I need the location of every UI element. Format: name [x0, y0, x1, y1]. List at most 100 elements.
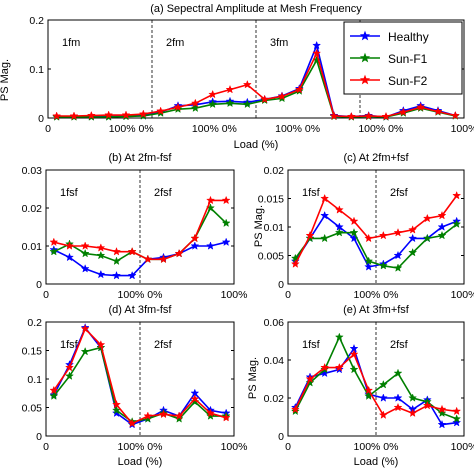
data-point: [80, 248, 90, 258]
panel-a: (a) Sepectral Amplitude at Mesh Frequenc…: [0, 3, 474, 151]
data-point: [364, 262, 374, 271]
x-tick-label: 100% 0%: [118, 289, 163, 301]
data-point: [349, 227, 359, 237]
data-point: [408, 408, 418, 418]
series-line: [294, 214, 457, 268]
y-tick-label: 0.02: [264, 165, 285, 177]
data-point: [96, 340, 106, 349]
y-tick-label: 0.06: [264, 317, 285, 329]
data-point: [104, 110, 114, 119]
data-point: [173, 102, 183, 112]
data-point: [349, 349, 359, 359]
series-sun-f2: [290, 190, 462, 268]
data-point: [206, 241, 215, 250]
panel-e: (e) At 3fm+fsf 1fsf 2fsf 0 0.02 0.04 0.06 0 100%…: [247, 304, 474, 468]
data-point: [127, 270, 137, 280]
data-point: [364, 256, 374, 266]
data-point: [190, 394, 200, 403]
panel-title: (b) At 2fm-fsf: [109, 152, 173, 164]
data-point: [378, 410, 388, 419]
data-point: [225, 84, 235, 94]
data-point: [329, 111, 339, 120]
y-tick-label: 0.2: [29, 15, 44, 27]
section-label: 2fm: [166, 37, 184, 49]
y-axis-label: PS Mag.: [253, 205, 265, 247]
x-tick-label: 100% 0%: [192, 123, 237, 135]
section-label: 2fsf: [154, 339, 173, 351]
data-point: [393, 368, 403, 378]
y-tick-label: 0.05: [22, 403, 43, 415]
data-point: [49, 237, 59, 247]
data-point: [290, 259, 300, 268]
x-axis-label: Load (%): [118, 456, 163, 468]
data-point: [49, 385, 59, 395]
data-point: [156, 106, 166, 115]
data-point: [65, 241, 74, 250]
x-tick-label: 100% 0%: [354, 289, 399, 301]
data-point: [112, 270, 121, 280]
data-point: [143, 411, 153, 420]
x-tick-label: 100% 0%: [358, 123, 403, 135]
x-tick-label: 100%: [221, 441, 248, 453]
x-tick-label: 0: [45, 123, 51, 135]
data-point: [346, 111, 356, 121]
legend-marker: [359, 52, 371, 63]
data-point: [393, 227, 403, 237]
panel-d: (d) At 3fm-fsf 1fsf 2fsf 0 0.05 0.1 0.15 0.2 0 10…: [22, 304, 248, 468]
y-tick-label: 0.03: [22, 165, 43, 177]
series-sun-f2: [290, 349, 462, 419]
data-point: [450, 110, 460, 120]
data-point: [398, 107, 408, 116]
data-point: [65, 362, 74, 372]
y-tick-label: 0.005: [258, 251, 284, 263]
data-point: [206, 195, 215, 205]
data-point: [49, 391, 59, 400]
data-point: [305, 233, 315, 243]
data-point: [112, 256, 121, 266]
data-point: [452, 219, 462, 228]
data-point: [393, 263, 403, 272]
y-tick-label: 0.02: [22, 203, 43, 215]
data-point: [121, 110, 131, 119]
data-point: [221, 413, 231, 422]
y-tick-label: 0: [38, 113, 44, 125]
legend: Healthy Sun-F1 Sun-F2: [343, 21, 463, 95]
data-point: [364, 233, 374, 243]
data-point: [433, 106, 443, 116]
x-tick-label: 100% 0%: [118, 441, 163, 453]
x-tick-label: 100%: [221, 289, 248, 301]
data-point: [96, 250, 106, 260]
section-label: 1fsf: [60, 187, 79, 199]
data-point: [49, 246, 59, 256]
data-point: [320, 362, 330, 372]
data-point: [452, 406, 462, 416]
x-tick-label: 100% 0%: [354, 441, 399, 453]
data-point: [112, 246, 121, 256]
data-point: [69, 111, 79, 120]
data-point: [208, 89, 218, 99]
series-sun-f2: [49, 324, 231, 428]
legend-label: Healthy: [388, 30, 429, 44]
data-point: [305, 378, 315, 387]
y-tick-label: 0: [36, 279, 42, 291]
panel-title: (c) At 2fm+fsf: [343, 152, 409, 164]
data-point: [364, 111, 374, 120]
series-line: [294, 352, 457, 417]
data-point: [378, 230, 388, 240]
panel-title: (a) Sepectral Amplitude at Mesh Frequenc…: [150, 3, 362, 15]
x-tick-label: 100%: [451, 289, 474, 301]
data-point: [305, 230, 315, 240]
data-point: [349, 216, 359, 226]
legend-label: Sun-F1: [388, 52, 428, 66]
data-point: [190, 103, 200, 113]
x-tick-label: 0: [43, 441, 49, 453]
section-label: 1fsf: [302, 187, 321, 199]
y-tick-label: 0: [278, 431, 284, 443]
data-point: [320, 233, 330, 243]
data-point: [143, 254, 153, 264]
data-point: [320, 210, 330, 220]
data-point: [408, 247, 418, 257]
data-point: [80, 241, 90, 250]
y-tick-label: 0.15: [22, 346, 43, 358]
